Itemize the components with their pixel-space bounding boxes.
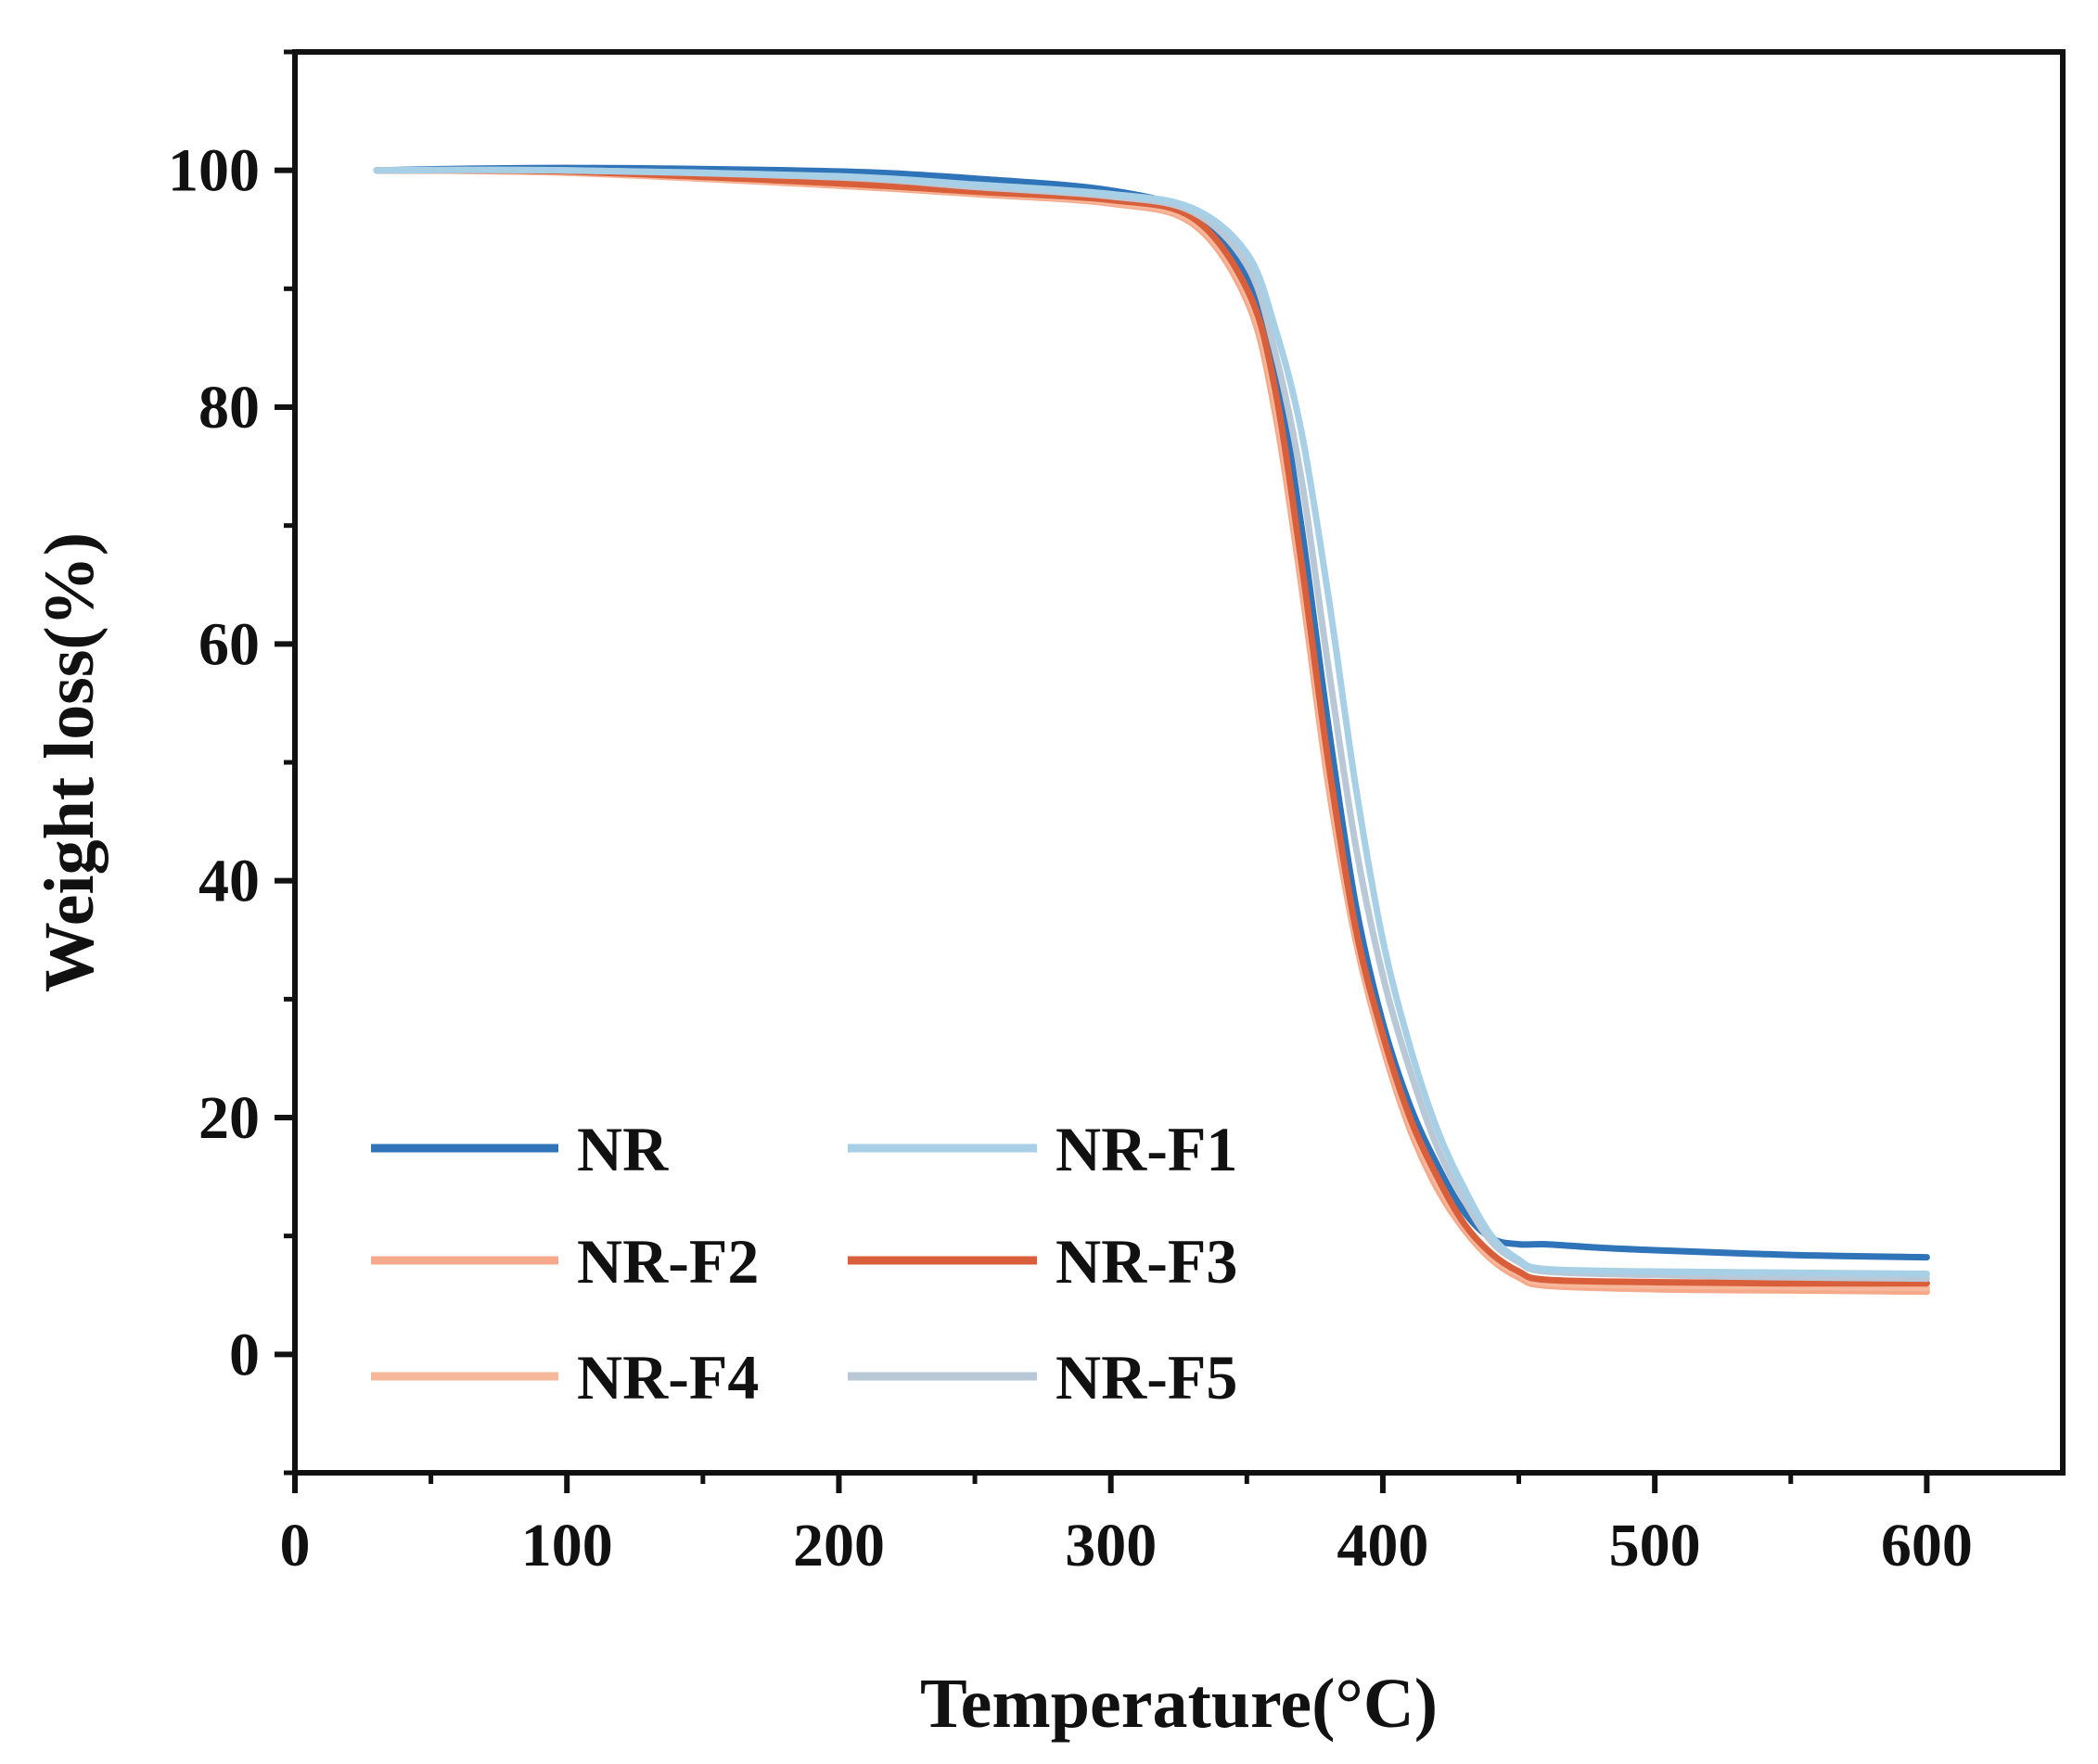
- x-tick-label: 0: [280, 1512, 311, 1579]
- x-tick-label: 300: [1065, 1512, 1157, 1579]
- y-tick-label: 20: [198, 1084, 260, 1152]
- x-tick-label: 100: [521, 1512, 613, 1579]
- x-tick-label: 200: [793, 1512, 885, 1579]
- series-line-nr-f5: [373, 166, 1930, 1283]
- legend-entry-nr-f2: NR-F2: [371, 1226, 759, 1297]
- legend-entry-nr-f3: NR-F3: [848, 1226, 1237, 1297]
- x-tick-label: 600: [1881, 1512, 1973, 1579]
- legend-label: NR-F4: [577, 1342, 759, 1412]
- series-layer: [373, 164, 1930, 1296]
- legend-label: NR: [577, 1114, 669, 1184]
- legend-entry-nr-f4: NR-F4: [371, 1342, 759, 1412]
- x-tick-label: 400: [1337, 1512, 1428, 1579]
- legend-entry-nr-f1: NR-F1: [848, 1114, 1237, 1184]
- x-axis-title: Temperature(°C): [920, 1665, 1438, 1743]
- y-tick-label: 60: [198, 610, 260, 678]
- y-tick-label: 0: [229, 1321, 260, 1388]
- legend-label: NR-F3: [1055, 1226, 1237, 1297]
- y-tick-label: 40: [198, 848, 260, 915]
- series-line-nr: [373, 164, 1930, 1261]
- y-tick-label: 80: [198, 374, 260, 441]
- series-line-nr-f3: [373, 167, 1930, 1287]
- x-tick-label: 500: [1609, 1512, 1701, 1579]
- axis-ticks: 0 100 200 300 400 500 600 0 20 40 60 80 100: [168, 49, 1973, 1579]
- legend-entry-nr-f5: NR-F5: [848, 1342, 1237, 1412]
- legend-label: NR-F2: [577, 1226, 759, 1297]
- legend-label: NR-F5: [1055, 1342, 1237, 1412]
- legend: NR NR-F1 NR-F2 NR-F3 NR-F4 NR-F5: [371, 1114, 1237, 1412]
- legend-label: NR-F1: [1055, 1114, 1237, 1184]
- series-line-nr-f1: [373, 166, 1930, 1277]
- y-axis-title: Weight loss(%): [31, 532, 109, 992]
- y-tick-label: 100: [168, 137, 260, 205]
- legend-entry-nr: NR: [371, 1114, 669, 1184]
